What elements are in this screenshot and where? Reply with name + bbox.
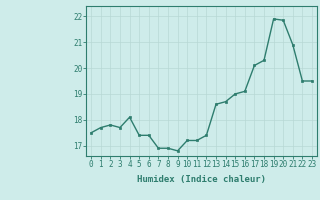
X-axis label: Humidex (Indice chaleur): Humidex (Indice chaleur) — [137, 175, 266, 184]
